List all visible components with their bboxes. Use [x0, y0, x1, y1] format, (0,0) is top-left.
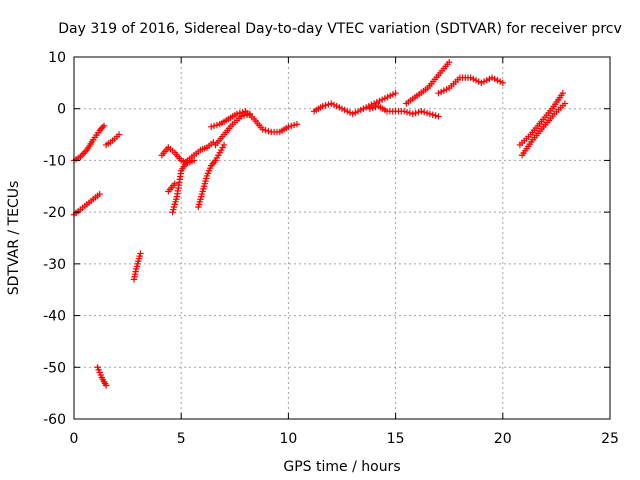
y-tick-label: -10	[43, 153, 66, 169]
data-point	[409, 110, 416, 118]
series-seg2	[70, 190, 103, 218]
series-seg10	[212, 110, 254, 149]
series-seg15	[435, 74, 506, 97]
data-point	[99, 124, 106, 131]
series-seg8	[165, 180, 178, 195]
series-seg13	[366, 102, 442, 120]
data-point	[446, 58, 453, 66]
plot-frame	[73, 56, 611, 420]
data-point	[239, 108, 246, 116]
data-point	[423, 109, 431, 117]
axis-ticks	[73, 56, 611, 420]
data-point	[137, 250, 144, 257]
data-point	[561, 100, 569, 107]
data-point	[240, 112, 248, 119]
data-point	[418, 108, 425, 115]
data-point	[432, 112, 439, 119]
data-point	[97, 125, 105, 133]
chart-title: Day 319 of 2016, Sidereal Day-to-day VTE…	[58, 21, 622, 37]
data-point	[415, 108, 422, 116]
y-tick-label: 0	[57, 102, 66, 118]
data-point	[435, 113, 442, 120]
data-point	[293, 121, 301, 128]
y-tick-labels: -60 -50 -40 -30 -20 -10 0 10	[43, 50, 66, 428]
y-tick-label: -30	[43, 257, 66, 273]
data-point	[290, 121, 298, 129]
data-point	[208, 123, 215, 131]
data-point	[559, 90, 567, 97]
x-tick-label: 20	[494, 431, 512, 447]
y-axis-label: SDTVAR / TECUs	[6, 181, 22, 296]
data-point	[171, 180, 178, 187]
y-tick-label: -20	[43, 205, 66, 221]
x-tick-label: 25	[601, 431, 619, 447]
data-point	[369, 104, 376, 112]
data-point	[236, 109, 244, 117]
data-point	[238, 113, 245, 120]
y-tick-label: 10	[48, 50, 66, 66]
data-point	[115, 131, 123, 138]
series-seg9	[195, 141, 228, 211]
data-point	[403, 108, 411, 116]
data-point	[406, 109, 414, 117]
series-seg6	[158, 144, 198, 167]
x-tick-label: 15	[387, 431, 405, 447]
data-point	[429, 111, 436, 118]
data-point	[262, 127, 269, 134]
data-point	[420, 108, 428, 116]
x-tick-label: 0	[70, 431, 79, 447]
data-point	[400, 108, 408, 115]
data-point	[288, 122, 295, 130]
data-point	[96, 190, 103, 198]
series-seg16	[516, 90, 567, 149]
data-point	[426, 110, 434, 118]
data-point	[213, 121, 221, 129]
series-seg12	[310, 90, 399, 118]
series-seg14	[403, 58, 453, 107]
data-point	[102, 382, 110, 389]
series-seg11	[208, 108, 301, 136]
data-point	[233, 110, 241, 118]
data-point	[392, 90, 399, 97]
data-point	[319, 102, 326, 110]
series-seg4	[94, 364, 110, 389]
data-point	[322, 102, 329, 109]
data-point	[100, 122, 108, 129]
y-tick-label: -60	[43, 412, 66, 428]
data-point	[210, 122, 218, 130]
x-tick-label: 5	[177, 431, 186, 447]
data-point	[325, 101, 332, 108]
data-point	[285, 123, 292, 131]
series-seg17	[518, 100, 569, 159]
x-axis-label: GPS time / hours	[283, 459, 400, 475]
y-tick-label: -50	[43, 360, 66, 376]
data-point	[499, 79, 506, 87]
series-seg1	[70, 122, 108, 164]
data-point	[366, 105, 374, 112]
data-point	[220, 141, 228, 149]
data-point	[412, 109, 419, 117]
x-tick-labels: 0 5 10 15 20 25	[70, 431, 619, 447]
series-seg7	[169, 139, 217, 216]
data-point	[259, 126, 266, 133]
series-seg3	[102, 131, 123, 149]
y-tick-label: -40	[43, 309, 66, 325]
data-point	[265, 127, 272, 135]
grid	[74, 57, 610, 419]
x-tick-label: 10	[279, 431, 297, 447]
series-seg5	[130, 250, 144, 283]
data-points	[70, 58, 569, 389]
